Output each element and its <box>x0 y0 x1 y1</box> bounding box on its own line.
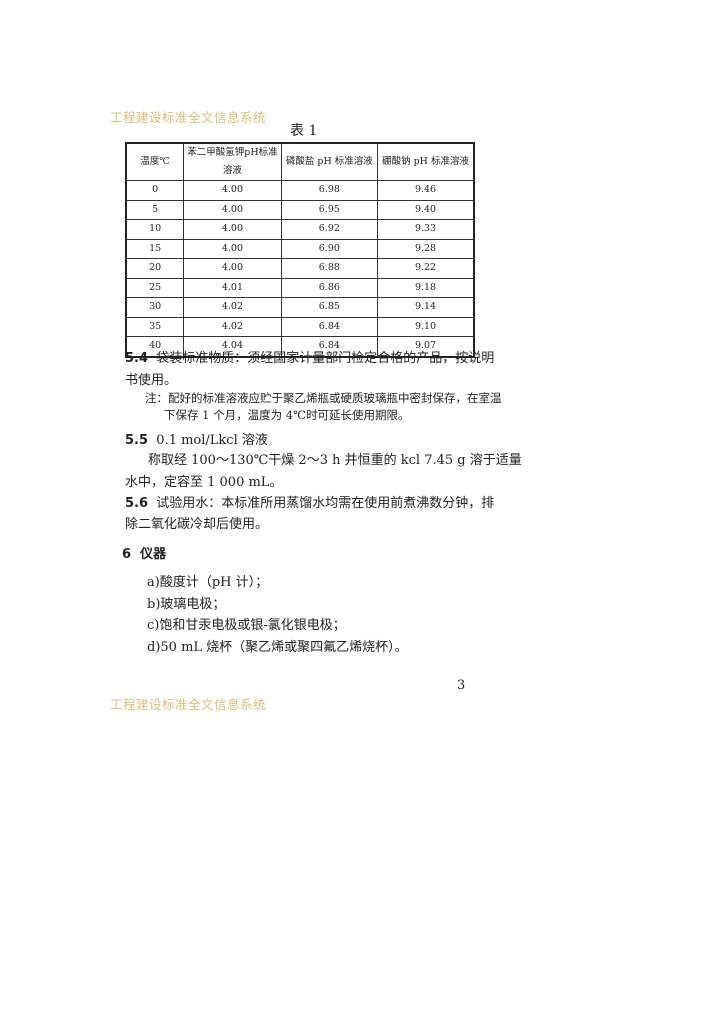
instrument-item-c: c)饱和甘汞电极或银-氯化银电极； <box>147 618 346 633</box>
table-cell: 15 <box>125 238 185 259</box>
table-cell: 9.46 <box>377 180 475 201</box>
section-5-4-line2: 书使用。 <box>125 373 178 388</box>
table-row: 40 4.04 6.84 9.07 <box>125 336 475 357</box>
table-header-row: 温度℃ 苯二甲酸氢钾pH标准溶液 磷酸盐 pH 标准溶液 硼酸钠 pH 标准溶液 <box>125 142 475 181</box>
table-cell: 9.07 <box>377 336 475 357</box>
note-line1: 注：配好的标准溶液应贮于聚乙烯瓶或硬质玻璃瓶中密封保存，在室温 <box>145 391 502 405</box>
instrument-item-b: b)玻璃电极； <box>147 597 226 612</box>
watermark-bottom: 工程建设标准全文信息系统 <box>110 697 267 712</box>
table-cell: 9.22 <box>377 258 475 279</box>
table-cell: 5 <box>125 199 185 220</box>
section-5-6-line2: 除二氧化碳冷却后使用。 <box>125 517 269 532</box>
table-row: 0 4.00 6.98 9.46 <box>125 180 475 201</box>
table-cell: 4.04 <box>183 336 282 357</box>
table-cell: 4.00 <box>183 219 282 240</box>
table-cell: 25 <box>125 277 185 298</box>
table-header-cell: 温度℃ <box>125 142 185 181</box>
table-cell: 4.00 <box>183 258 282 279</box>
table-cell: 9.18 <box>377 277 475 298</box>
table-row: 15 4.00 6.90 9.28 <box>125 238 475 259</box>
table-cell: 6.84 <box>280 316 379 337</box>
table-row: 10 4.00 6.92 9.33 <box>125 219 475 240</box>
table-cell: 40 <box>125 336 185 357</box>
table-cell: 4.00 <box>183 238 282 259</box>
table-cell: 4.02 <box>183 297 282 318</box>
table-cell: 6.88 <box>280 258 379 279</box>
table-cell: 4.02 <box>183 316 282 337</box>
table-cell: 6.90 <box>280 238 379 259</box>
table-header-cell: 苯二甲酸氢钾pH标准溶液 <box>183 142 282 181</box>
table-cell: 35 <box>125 316 185 337</box>
page-number: 3 <box>457 678 466 693</box>
table-cell: 6.85 <box>280 297 379 318</box>
table-cell: 9.28 <box>377 238 475 259</box>
table-cell: 30 <box>125 297 185 318</box>
table-cell: 10 <box>125 219 185 240</box>
section-5-6-line1: 5.6 试验用水：本标准所用蒸馏水均需在使用前煮沸数分钟，排 <box>125 496 495 511</box>
table-cell: 6.95 <box>280 199 379 220</box>
section-5-4-line1: 5.4 袋装标准物质：须经国家计量部门检定合格的产品，按说明 <box>125 351 495 366</box>
section-5-5-line2: 水中，定容至 1 000 mL。 <box>125 475 283 490</box>
table-row: 20 4.00 6.88 9.22 <box>125 258 475 279</box>
table-cell: 0 <box>125 180 185 201</box>
table-cell: 9.10 <box>377 316 475 337</box>
table-cell: 4.00 <box>183 199 282 220</box>
table-cell: 9.40 <box>377 199 475 220</box>
table-cell: 20 <box>125 258 185 279</box>
watermark-top: 工程建设标准全文信息系统 <box>110 110 267 125</box>
table-cell: 9.14 <box>377 297 475 318</box>
table-cell: 6.84 <box>280 336 379 357</box>
table-cell: 6.98 <box>280 180 379 201</box>
table-row: 30 4.02 6.85 9.14 <box>125 297 475 318</box>
ph-standard-table: 温度℃ 苯二甲酸氢钾pH标准溶液 磷酸盐 pH 标准溶液 硼酸钠 pH 标准溶液 0 4.… <box>125 142 475 358</box>
table-cell: 6.86 <box>280 277 379 298</box>
section-5-5-line1: 称取经 100～130℃干燥 2～3 h 并恒重的 kcl 7.45 g 溶于适… <box>148 453 522 468</box>
instrument-item-d: d)50 mL 烧杯（聚乙烯或聚四氟乙烯烧杯）。 <box>147 640 408 655</box>
table-header-cell: 磷酸盐 pH 标准溶液 <box>280 142 379 181</box>
table-cell: 9.33 <box>377 219 475 240</box>
section-6-heading: 6 仪器 <box>122 547 167 562</box>
section-5-5-title: 5.5 0.1 mol/Lkcl 溶液 <box>125 433 268 448</box>
table-header-cell: 硼酸钠 pH 标准溶液 <box>377 142 475 181</box>
table-cell: 6.92 <box>280 219 379 240</box>
instrument-item-a: a)酸度计（pH 计）； <box>147 575 269 590</box>
note-line2: 下保存 1 个月，温度为 4℃时可延长使用期限。 <box>164 408 410 422</box>
table-row: 5 4.00 6.95 9.40 <box>125 199 475 220</box>
table-cell: 4.01 <box>183 277 282 298</box>
table-caption: 表 1 <box>290 123 318 139</box>
table-cell: 4.00 <box>183 180 282 201</box>
table-row: 35 4.02 6.84 9.10 <box>125 316 475 337</box>
table-row: 25 4.01 6.86 9.18 <box>125 277 475 298</box>
